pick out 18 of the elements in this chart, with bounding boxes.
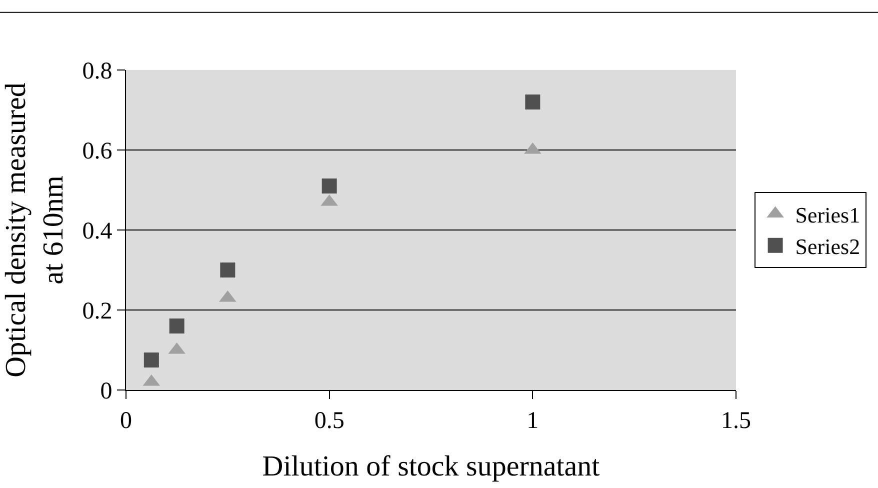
y-tick-label: 0.4 — [82, 218, 112, 244]
legend-label: Series2 — [795, 234, 860, 259]
legend-label: Series1 — [795, 202, 860, 228]
x-tick-label: 0 — [120, 408, 132, 434]
point — [322, 178, 337, 194]
y-axis-title: Optical density measured at 610nm — [0, 82, 70, 378]
y-tick-label: 0.6 — [82, 138, 112, 164]
point — [525, 94, 540, 110]
x-tick-label: 1 — [526, 408, 539, 434]
point — [220, 262, 236, 278]
y-tick-label: 0.8 — [82, 58, 112, 84]
point — [144, 352, 159, 368]
y-tick-label: 0 — [100, 378, 112, 404]
x-tick-label: 0.5 — [314, 408, 344, 434]
x-tick-label: 1.5 — [721, 408, 751, 434]
x-axis-title: Dilution of stock supernatant — [262, 450, 600, 483]
point — [169, 318, 184, 334]
y-tick-label: 0.2 — [82, 298, 112, 324]
